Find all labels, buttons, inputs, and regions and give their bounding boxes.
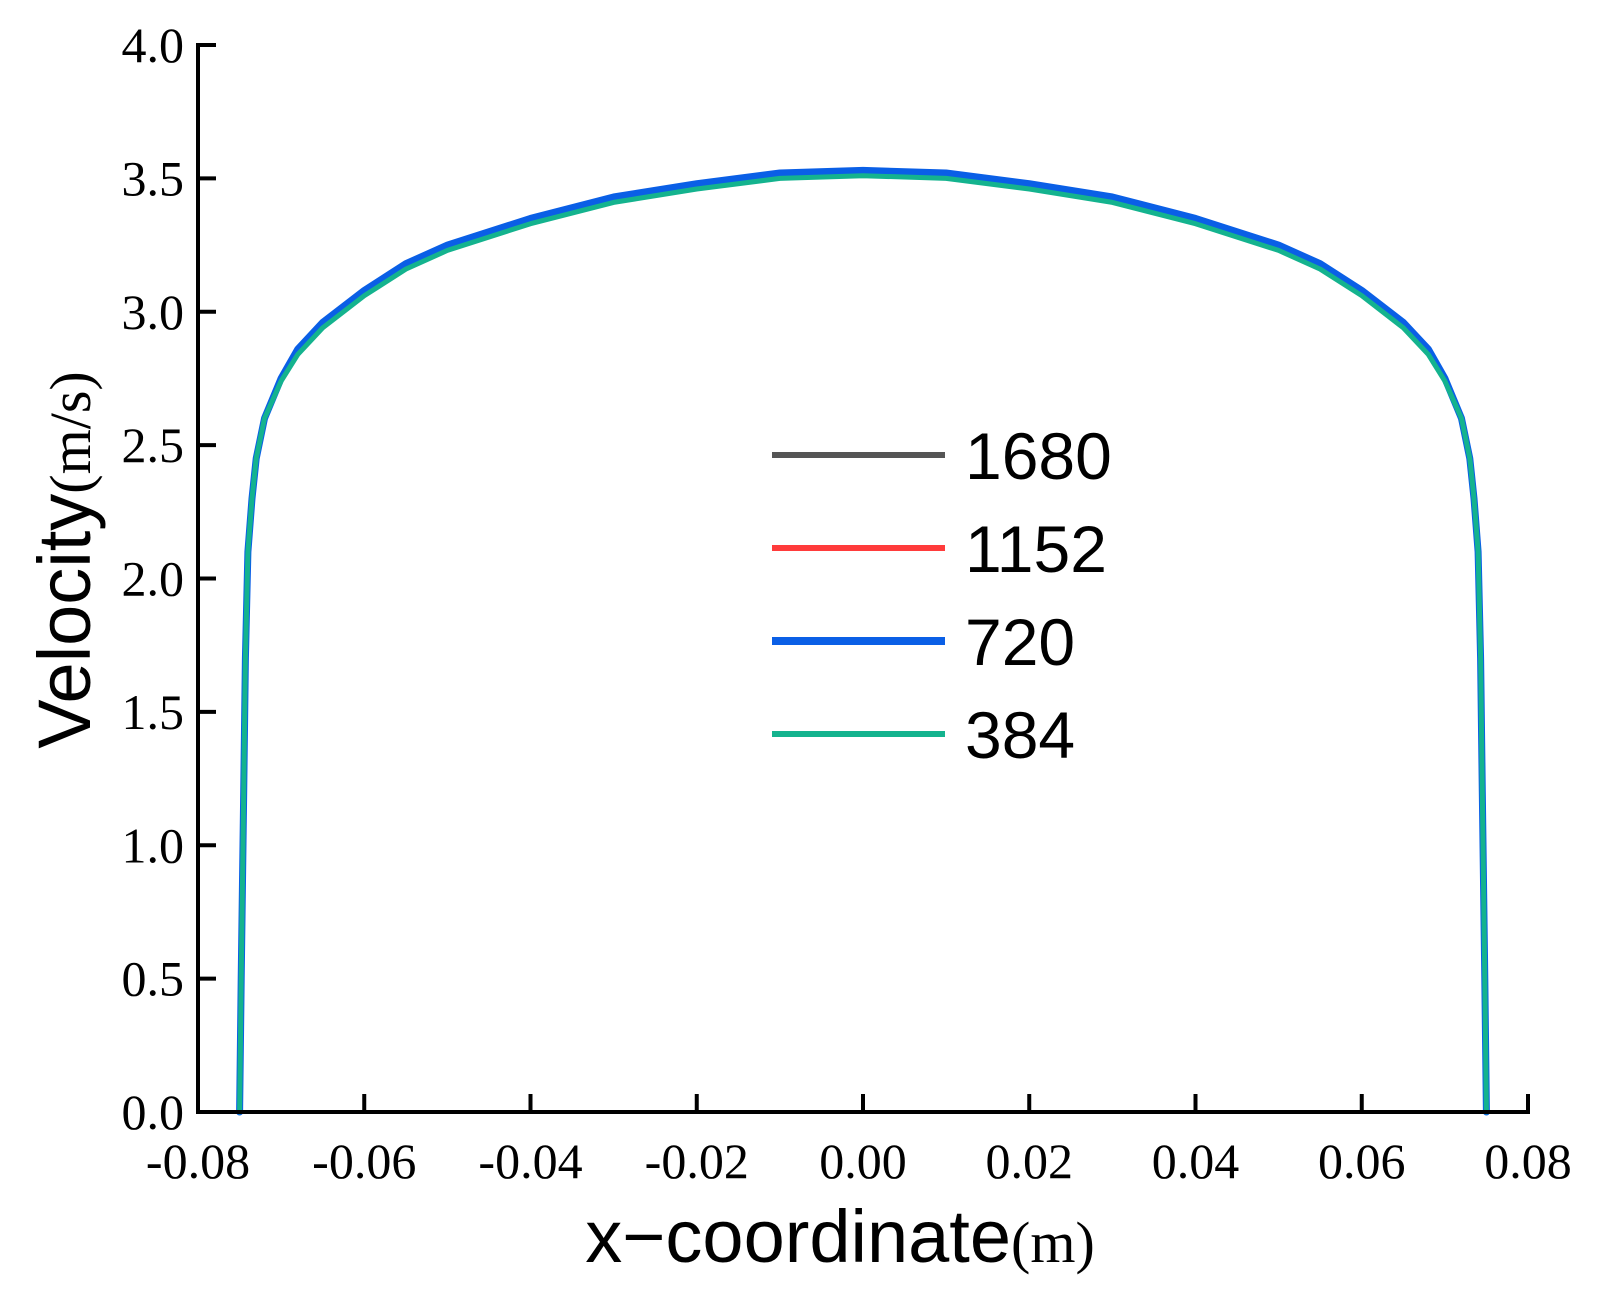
y-tick-label: 3.0 <box>122 284 185 340</box>
x-tick-label: 0.04 <box>1152 1133 1240 1189</box>
y-axis-title: Velocity(m/s) <box>23 371 106 748</box>
series-layer <box>236 166 1490 1116</box>
legend-label-720: 720 <box>965 605 1075 679</box>
legend-label-1152: 1152 <box>965 512 1107 586</box>
y-axis-title-unit: (m/s) <box>38 371 103 493</box>
legend-label-384: 384 <box>965 698 1075 772</box>
y-tick-label: 1.5 <box>122 684 185 740</box>
y-tick-label: 0.0 <box>122 1084 185 1140</box>
legend: 1680 1152 720 384 <box>772 419 1112 772</box>
x-axis-title-unit: (m) <box>1011 1210 1095 1275</box>
y-tick-label: 1.0 <box>122 817 185 873</box>
y-tick-label: 3.5 <box>122 150 185 206</box>
y-tick-label: 4.0 <box>122 17 185 73</box>
y-axis-title-main: Velocity <box>23 494 106 749</box>
y-ticks: 0.0 0.5 1.0 1.5 2.0 2.5 3.0 3.5 4.0 <box>122 17 216 1140</box>
x-axis-title-main: x−coordinate <box>585 1195 1011 1278</box>
y-tick-label: 2.5 <box>122 417 185 473</box>
x-tick-label: -0.02 <box>645 1133 749 1189</box>
axes-layer <box>196 43 1530 1114</box>
x-tick-label: -0.08 <box>146 1133 250 1189</box>
x-tick-label: 0.02 <box>986 1133 1074 1189</box>
x-axis-title: x−coordinate(m) <box>585 1195 1095 1278</box>
x-tick-label: -0.04 <box>478 1133 582 1189</box>
legend-label-1680: 1680 <box>965 419 1112 493</box>
x-ticks: -0.08 -0.06 -0.04 -0.02 0.00 0.02 0.04 0.06 0.08 <box>146 1094 1572 1189</box>
y-tick-label: 2.0 <box>122 551 185 607</box>
series-line-384 <box>237 173 1489 1115</box>
x-tick-label: 0.08 <box>1484 1133 1572 1189</box>
x-tick-label: -0.06 <box>312 1133 416 1189</box>
y-tick-label: 0.5 <box>122 951 185 1007</box>
x-tick-label: 0.06 <box>1318 1133 1406 1189</box>
x-tick-label: 0.00 <box>819 1133 907 1189</box>
